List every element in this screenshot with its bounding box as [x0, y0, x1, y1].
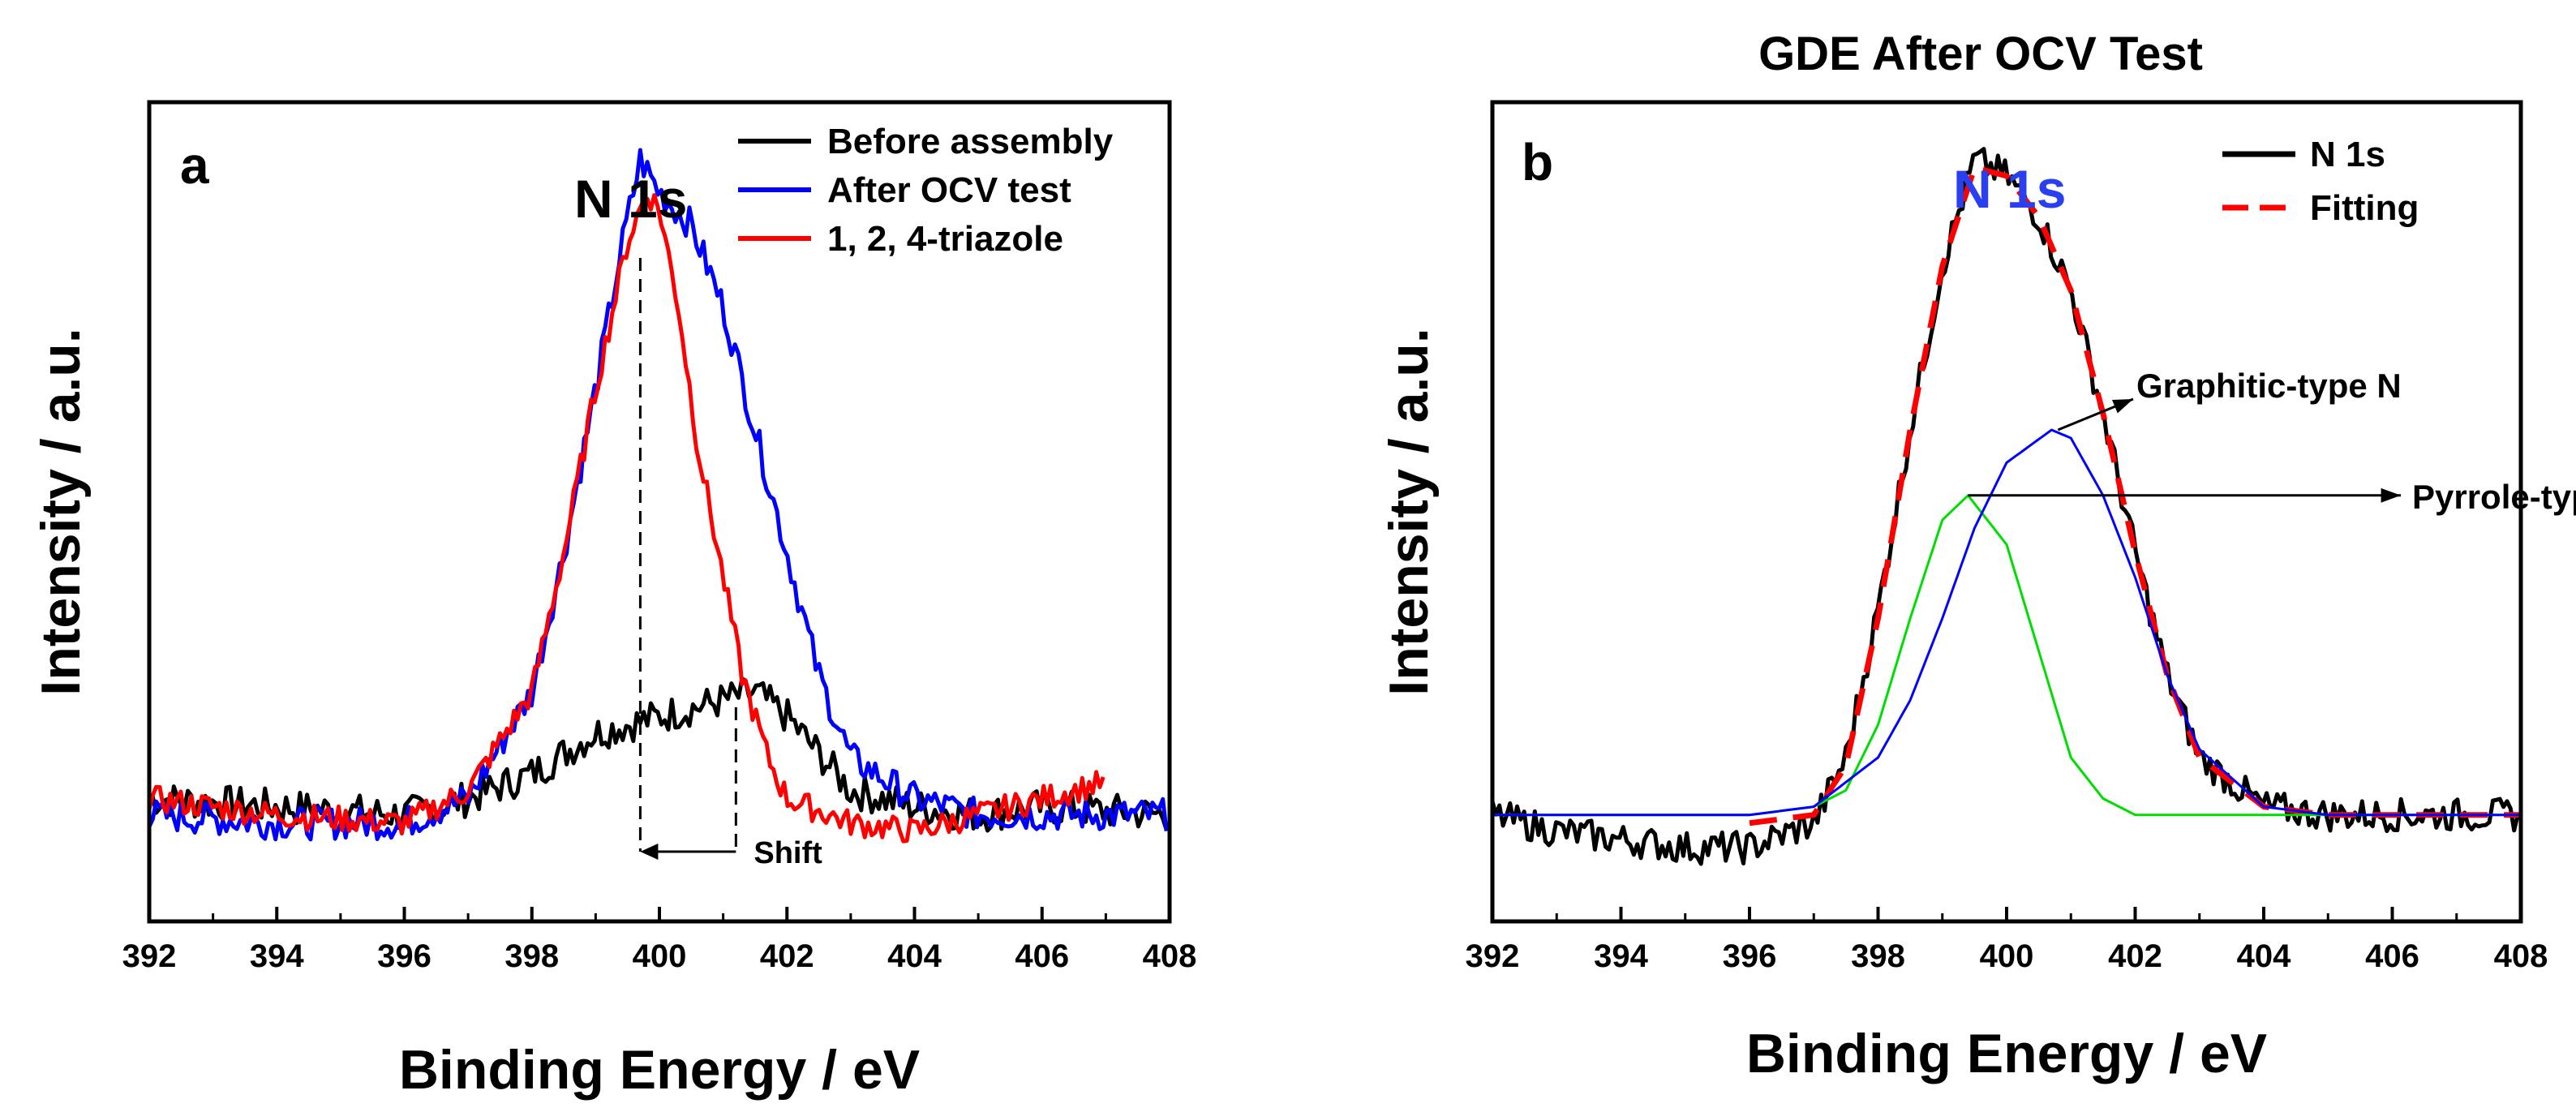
annotation-arrow-head: [2112, 399, 2133, 414]
panel-a-ylabel: Intensity / a.u.: [30, 328, 92, 695]
panel-a: 392 394 396 398 400 402 404 406 408 a N 1s Befor…: [30, 100, 1197, 1101]
x-tick-label: 404: [887, 938, 942, 974]
panel-b-annotations: Graphitic-type N Pyrrole-type N: [1968, 367, 2576, 516]
x-tick-label: 394: [250, 938, 304, 974]
annotation-label: Graphitic-type N: [2136, 367, 2402, 405]
panel-a-shift-annotation: Shift: [638, 258, 822, 870]
x-tick-label: 402: [2108, 938, 2162, 974]
x-tick-label: 398: [504, 938, 559, 974]
series-line-n-1s: [1490, 147, 2520, 866]
legend-label: After OCV test: [827, 170, 1071, 210]
panel-a-ticks: 392 394 396 398 400 402 404 406 408: [122, 907, 1197, 974]
x-tick-label: 404: [2237, 938, 2291, 974]
panel-b-legend: N 1s Fitting: [2222, 135, 2419, 228]
panel-a-letter: a: [180, 136, 209, 195]
x-tick-label: 406: [1015, 938, 1069, 974]
x-tick-label: 406: [2365, 938, 2419, 974]
x-tick-label: 392: [122, 938, 177, 974]
series-line-pyrrole-type-n: [1492, 494, 2521, 817]
x-tick-label: 398: [1851, 938, 1905, 974]
series-line-1-2-4-triazole: [147, 193, 1106, 844]
annotation-label: Pyrrole-type N: [2412, 478, 2576, 516]
panel-b-letter: b: [1522, 133, 1553, 191]
shift-label: Shift: [753, 836, 822, 870]
x-tick-label: 396: [377, 938, 431, 974]
x-tick-label: 402: [760, 938, 814, 974]
shift-arrow-head: [640, 844, 659, 860]
panel-b-ylabel: Intensity / a.u.: [1378, 328, 1440, 695]
legend-label: Before assembly: [827, 122, 1114, 161]
x-tick-label: 396: [1723, 938, 1777, 974]
panel-a-peak-label: N 1s: [574, 169, 687, 229]
panel-a-xlabel: Binding Energy / eV: [399, 1039, 920, 1101]
x-tick-label: 408: [2494, 938, 2548, 974]
annotation-arrow-head: [2381, 487, 2401, 503]
x-tick-label: 400: [633, 938, 687, 974]
x-tick-label: 408: [1143, 938, 1197, 974]
series-line-after-ocv-test: [147, 148, 1169, 842]
panel-b-traces: [1490, 147, 2521, 866]
panel-a-legend: Before assembly After OCV test 1, 2, 4-tri…: [738, 122, 1114, 259]
panel-b-peak-label: N 1s: [1953, 159, 2066, 219]
x-tick-label: 400: [1980, 938, 2034, 974]
x-tick-label: 394: [1594, 938, 1648, 974]
panel-b-title: GDE After OCV Test: [1758, 28, 2203, 80]
series-line-graphitic-type-n: [1492, 428, 2521, 817]
panel-b: GDE After OCV Test 392 394 396 398 400 402 404…: [1378, 28, 2576, 1084]
panel-b-xlabel: Binding Energy / eV: [1746, 1023, 2267, 1084]
legend-label: N 1s: [2310, 135, 2385, 174]
x-tick-label: 392: [1466, 938, 1520, 974]
panel-a-traces: [147, 148, 1169, 844]
legend-label: Fitting: [2310, 188, 2419, 228]
legend-label: 1, 2, 4-triazole: [827, 219, 1063, 259]
panel-b-ticks: 392 394 396 398 400 402 404 406 408: [1466, 907, 2548, 974]
